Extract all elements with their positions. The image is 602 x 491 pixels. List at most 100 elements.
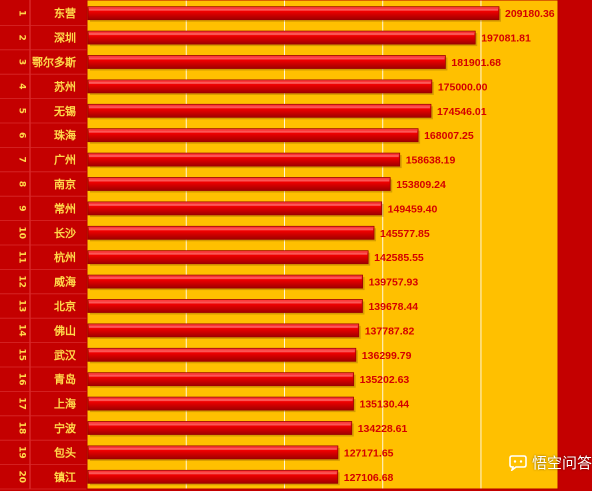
value-label: 209180.36 (505, 8, 555, 20)
value-label: 139678.44 (368, 301, 418, 313)
bar-highlight (89, 399, 353, 402)
value-label: 158638.19 (406, 155, 456, 167)
bar (87, 299, 363, 313)
value-label: 153809.24 (396, 179, 446, 191)
bar-highlight (89, 8, 498, 11)
category-label: 常州 (54, 201, 76, 215)
rank-label: 13 (17, 300, 27, 313)
category-label: 北京 (54, 299, 76, 313)
value-label: 168007.25 (424, 130, 474, 142)
rank-label: 2 (17, 34, 27, 40)
bar (87, 177, 391, 191)
rank-label: 18 (17, 422, 27, 435)
bar (87, 128, 419, 143)
bar (87, 323, 360, 338)
rank-label: 1 (17, 10, 27, 16)
value-label: 135130.44 (360, 399, 410, 411)
bar (87, 347, 357, 362)
bar (87, 201, 383, 216)
bar-highlight (89, 301, 362, 304)
bar-highlight (89, 325, 358, 328)
category-label: 包头 (53, 445, 76, 459)
bar-highlight (89, 81, 431, 84)
right-margin (592, 0, 602, 491)
value-label: 139757.93 (369, 277, 419, 289)
category-label: 镇江 (54, 470, 76, 484)
rank-label: 7 (17, 156, 27, 162)
value-label: 127171.65 (344, 447, 394, 459)
rank-label: 3 (17, 59, 27, 65)
rank-label: 4 (17, 83, 27, 89)
bar (87, 250, 369, 265)
bar (87, 79, 433, 94)
bar-highlight (89, 277, 362, 280)
bar-highlight (89, 57, 445, 60)
value-label: 197081.81 (481, 33, 531, 45)
bar-highlight (89, 130, 418, 133)
bar-highlight (89, 472, 337, 475)
value-label: 127106.68 (344, 472, 394, 484)
bar-highlight (89, 350, 355, 353)
rank-label: 9 (17, 205, 27, 211)
category-label: 武汉 (54, 348, 77, 362)
value-label: 149459.40 (388, 203, 438, 215)
value-label: 181901.68 (451, 57, 501, 69)
category-label: 鄂尔多斯 (32, 55, 76, 69)
value-label: 134228.61 (358, 423, 408, 435)
category-label: 广州 (54, 153, 76, 167)
rank-label: 17 (17, 397, 27, 410)
category-label: 长沙 (54, 226, 76, 240)
bar (87, 6, 500, 21)
rank-label: 20 (17, 471, 27, 484)
category-label: 东营 (54, 6, 76, 20)
rank-label: 6 (17, 132, 27, 138)
bar (87, 225, 375, 240)
plot-border (86, 0, 559, 490)
category-label: 深圳 (54, 31, 76, 45)
bar (87, 103, 432, 118)
value-label: 135202.63 (360, 374, 410, 386)
category-label: 青岛 (54, 372, 76, 386)
value-label: 136299.79 (362, 350, 412, 362)
bar-highlight (89, 106, 430, 109)
bar (87, 152, 401, 167)
value-label: 145577.85 (380, 228, 430, 240)
value-label: 175000.00 (438, 81, 488, 93)
category-label: 杭州 (54, 250, 76, 264)
bar (87, 421, 353, 435)
bar-highlight (89, 155, 399, 158)
value-label: 174546.01 (437, 106, 487, 118)
bar (87, 445, 339, 460)
bar (87, 372, 355, 387)
bar-highlight (89, 228, 374, 231)
category-label: 无锡 (53, 104, 76, 118)
rank-label: 8 (17, 181, 27, 187)
rank-label: 16 (17, 373, 27, 386)
bar-highlight (89, 447, 337, 450)
category-label: 上海 (54, 397, 76, 411)
category-label: 宁波 (54, 421, 77, 435)
value-label: 142585.55 (374, 252, 424, 264)
category-label: 南京 (54, 177, 76, 191)
value-label: 137787.82 (365, 325, 415, 337)
bar-highlight (89, 423, 351, 426)
plot-area (87, 0, 558, 489)
rank-label: 11 (17, 251, 27, 264)
rank-label: 15 (17, 349, 27, 362)
rank-label: 14 (17, 324, 27, 337)
bar (87, 274, 363, 289)
bar-highlight (89, 252, 368, 255)
bar-highlight (89, 179, 390, 182)
bar (87, 396, 354, 411)
category-label: 苏州 (54, 79, 76, 93)
rank-label: 19 (17, 446, 27, 459)
speech-bubble-icon (509, 454, 527, 471)
bar (87, 30, 476, 45)
bar-highlight (89, 33, 475, 36)
watermark: 悟空问答 (508, 452, 592, 473)
watermark-text: 悟空问答 (531, 454, 592, 472)
category-label: 威海 (54, 275, 76, 289)
bar-highlight (89, 374, 353, 377)
